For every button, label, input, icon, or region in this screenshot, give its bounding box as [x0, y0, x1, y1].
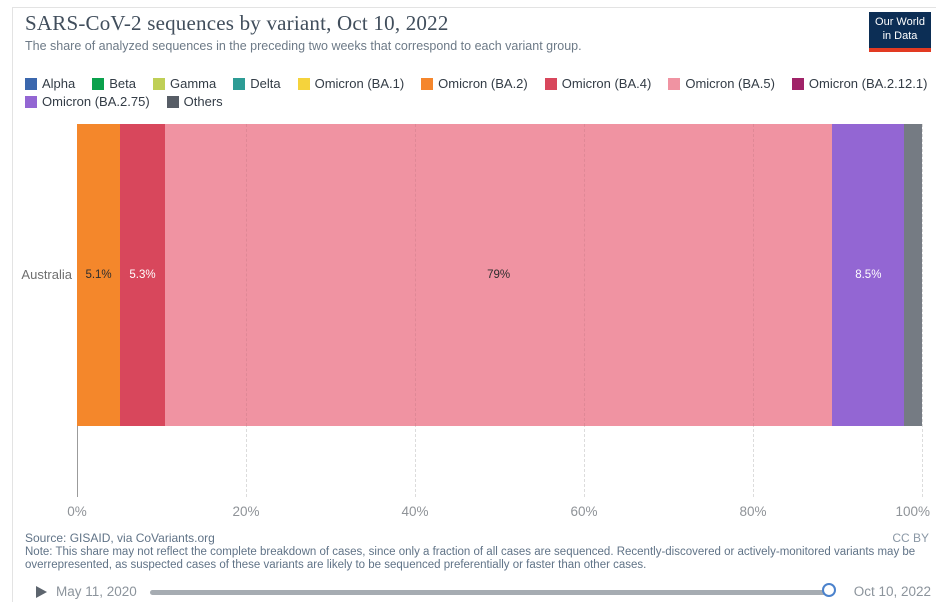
legend-swatch-icon: [791, 77, 804, 90]
legend-item[interactable]: Gamma: [153, 76, 216, 91]
timeline-handle[interactable]: [822, 583, 836, 597]
bar-segment[interactable]: 5.1%: [77, 124, 121, 426]
frame-border-left: [12, 7, 13, 602]
legend-item[interactable]: Delta: [233, 76, 281, 91]
bar-segment-label: 79%: [487, 269, 511, 281]
gridline: [922, 124, 923, 497]
legend-item[interactable]: Alpha: [25, 76, 75, 91]
legend-item-label: Omicron (BA.1): [314, 76, 405, 91]
note-text-line1: Note: This share may not reflect the com…: [25, 546, 916, 558]
bar-segment[interactable]: [904, 124, 922, 426]
owid-logo-line1: Our World: [875, 16, 925, 28]
legend-swatch-icon: [166, 95, 179, 108]
legend-item[interactable]: Omicron (BA.2): [421, 76, 528, 91]
x-axis-tick-label: 100%: [895, 504, 930, 519]
legend-item-label: Gamma: [170, 76, 217, 91]
entity-label: Australia: [21, 267, 72, 282]
legend-item-label: Omicron (BA.2.12.1): [808, 76, 928, 91]
owid-logo-text: Our World in Data: [869, 12, 931, 48]
legend-swatch-icon: [92, 77, 105, 90]
bar-segment-label: 8.5%: [855, 269, 882, 281]
legend-swatch-icon: [25, 95, 37, 108]
legend-item-label: Others: [183, 94, 223, 109]
x-axis-tick-label: 80%: [739, 504, 767, 519]
legend-item-label: Beta: [109, 76, 136, 91]
x-axis-tick-label: 40%: [401, 504, 429, 519]
legend-item[interactable]: Omicron (BA.1): [297, 76, 405, 91]
legend-swatch-icon: [421, 77, 434, 90]
legend-item[interactable]: Omicron (BA.2.12.1): [791, 76, 928, 91]
legend-row1: Alpha Beta Gamma Delta Omicron (BA.1) Omicron…: [25, 76, 930, 91]
legend-swatch-icon: [668, 77, 681, 90]
x-axis-tick-label: 0%: [67, 504, 87, 519]
owid-logo[interactable]: Our World in Data: [869, 12, 931, 52]
owid-logo-line2: in Data: [882, 29, 918, 42]
legend-swatch-icon: [233, 77, 246, 90]
legend-item-label: Omicron (BA.2.75): [42, 94, 150, 109]
legend-item[interactable]: Omicron (BA.4): [544, 76, 652, 91]
source-text: Source: GISAID, via CoVariants.org: [25, 531, 215, 545]
legend-item-label: Omicron (BA.2): [438, 76, 528, 91]
page-title: SARS-CoV-2 sequences by variant, Oct 10,…: [25, 11, 449, 35]
bar-segment-label: 5.3%: [129, 269, 156, 281]
legend-swatch-icon: [297, 77, 310, 90]
timeline-start-date[interactable]: May 11, 2020: [56, 584, 137, 599]
x-axis-tick-label: 60%: [570, 504, 598, 519]
legend-swatch-icon: [25, 77, 37, 90]
chart-subtitle: The share of analyzed sequences in the p…: [25, 39, 582, 53]
legend-item-label: Alpha: [42, 76, 76, 91]
legend-item[interactable]: Omicron (BA.2.75): [25, 94, 150, 109]
legend-item[interactable]: Beta: [92, 76, 136, 91]
owid-logo-accent-bar: [869, 48, 931, 52]
legend-swatch-icon: [153, 77, 165, 90]
bar-segment[interactable]: 79%: [164, 124, 833, 426]
legend-swatch-icon: [544, 77, 557, 90]
play-icon[interactable]: [36, 586, 47, 598]
bar-segment[interactable]: 5.3%: [120, 124, 165, 426]
license-link[interactable]: CC BY: [892, 531, 929, 545]
plot-area: 5.1% 5.3% 79% 8.5%: [77, 124, 923, 497]
bar-segment[interactable]: 8.5%: [832, 124, 905, 426]
timeline-track[interactable]: [150, 590, 834, 595]
legend-item-label: Delta: [250, 76, 281, 91]
legend-item-label: Omicron (BA.5): [685, 76, 775, 91]
bar-segment-label: 5.1%: [85, 269, 112, 281]
legend-item-label: Omicron (BA.4): [561, 76, 652, 91]
note-text-line2: overrepresented, as suspected cases of t…: [25, 559, 647, 571]
legend: Alpha Beta Gamma Delta Omicron (BA.1) Omicron…: [25, 76, 930, 112]
timeline-end-date[interactable]: Oct 10, 2022: [853, 584, 931, 599]
x-axis-tick-label: 20%: [232, 504, 260, 519]
frame-border-top: [12, 7, 936, 8]
legend-item[interactable]: Omicron (BA.5): [668, 76, 775, 91]
stacked-bar: 5.1% 5.3% 79% 8.5%: [77, 124, 922, 426]
legend-item[interactable]: Others: [166, 94, 223, 109]
legend-row2: Omicron (BA.2.75) Others: [25, 94, 930, 109]
